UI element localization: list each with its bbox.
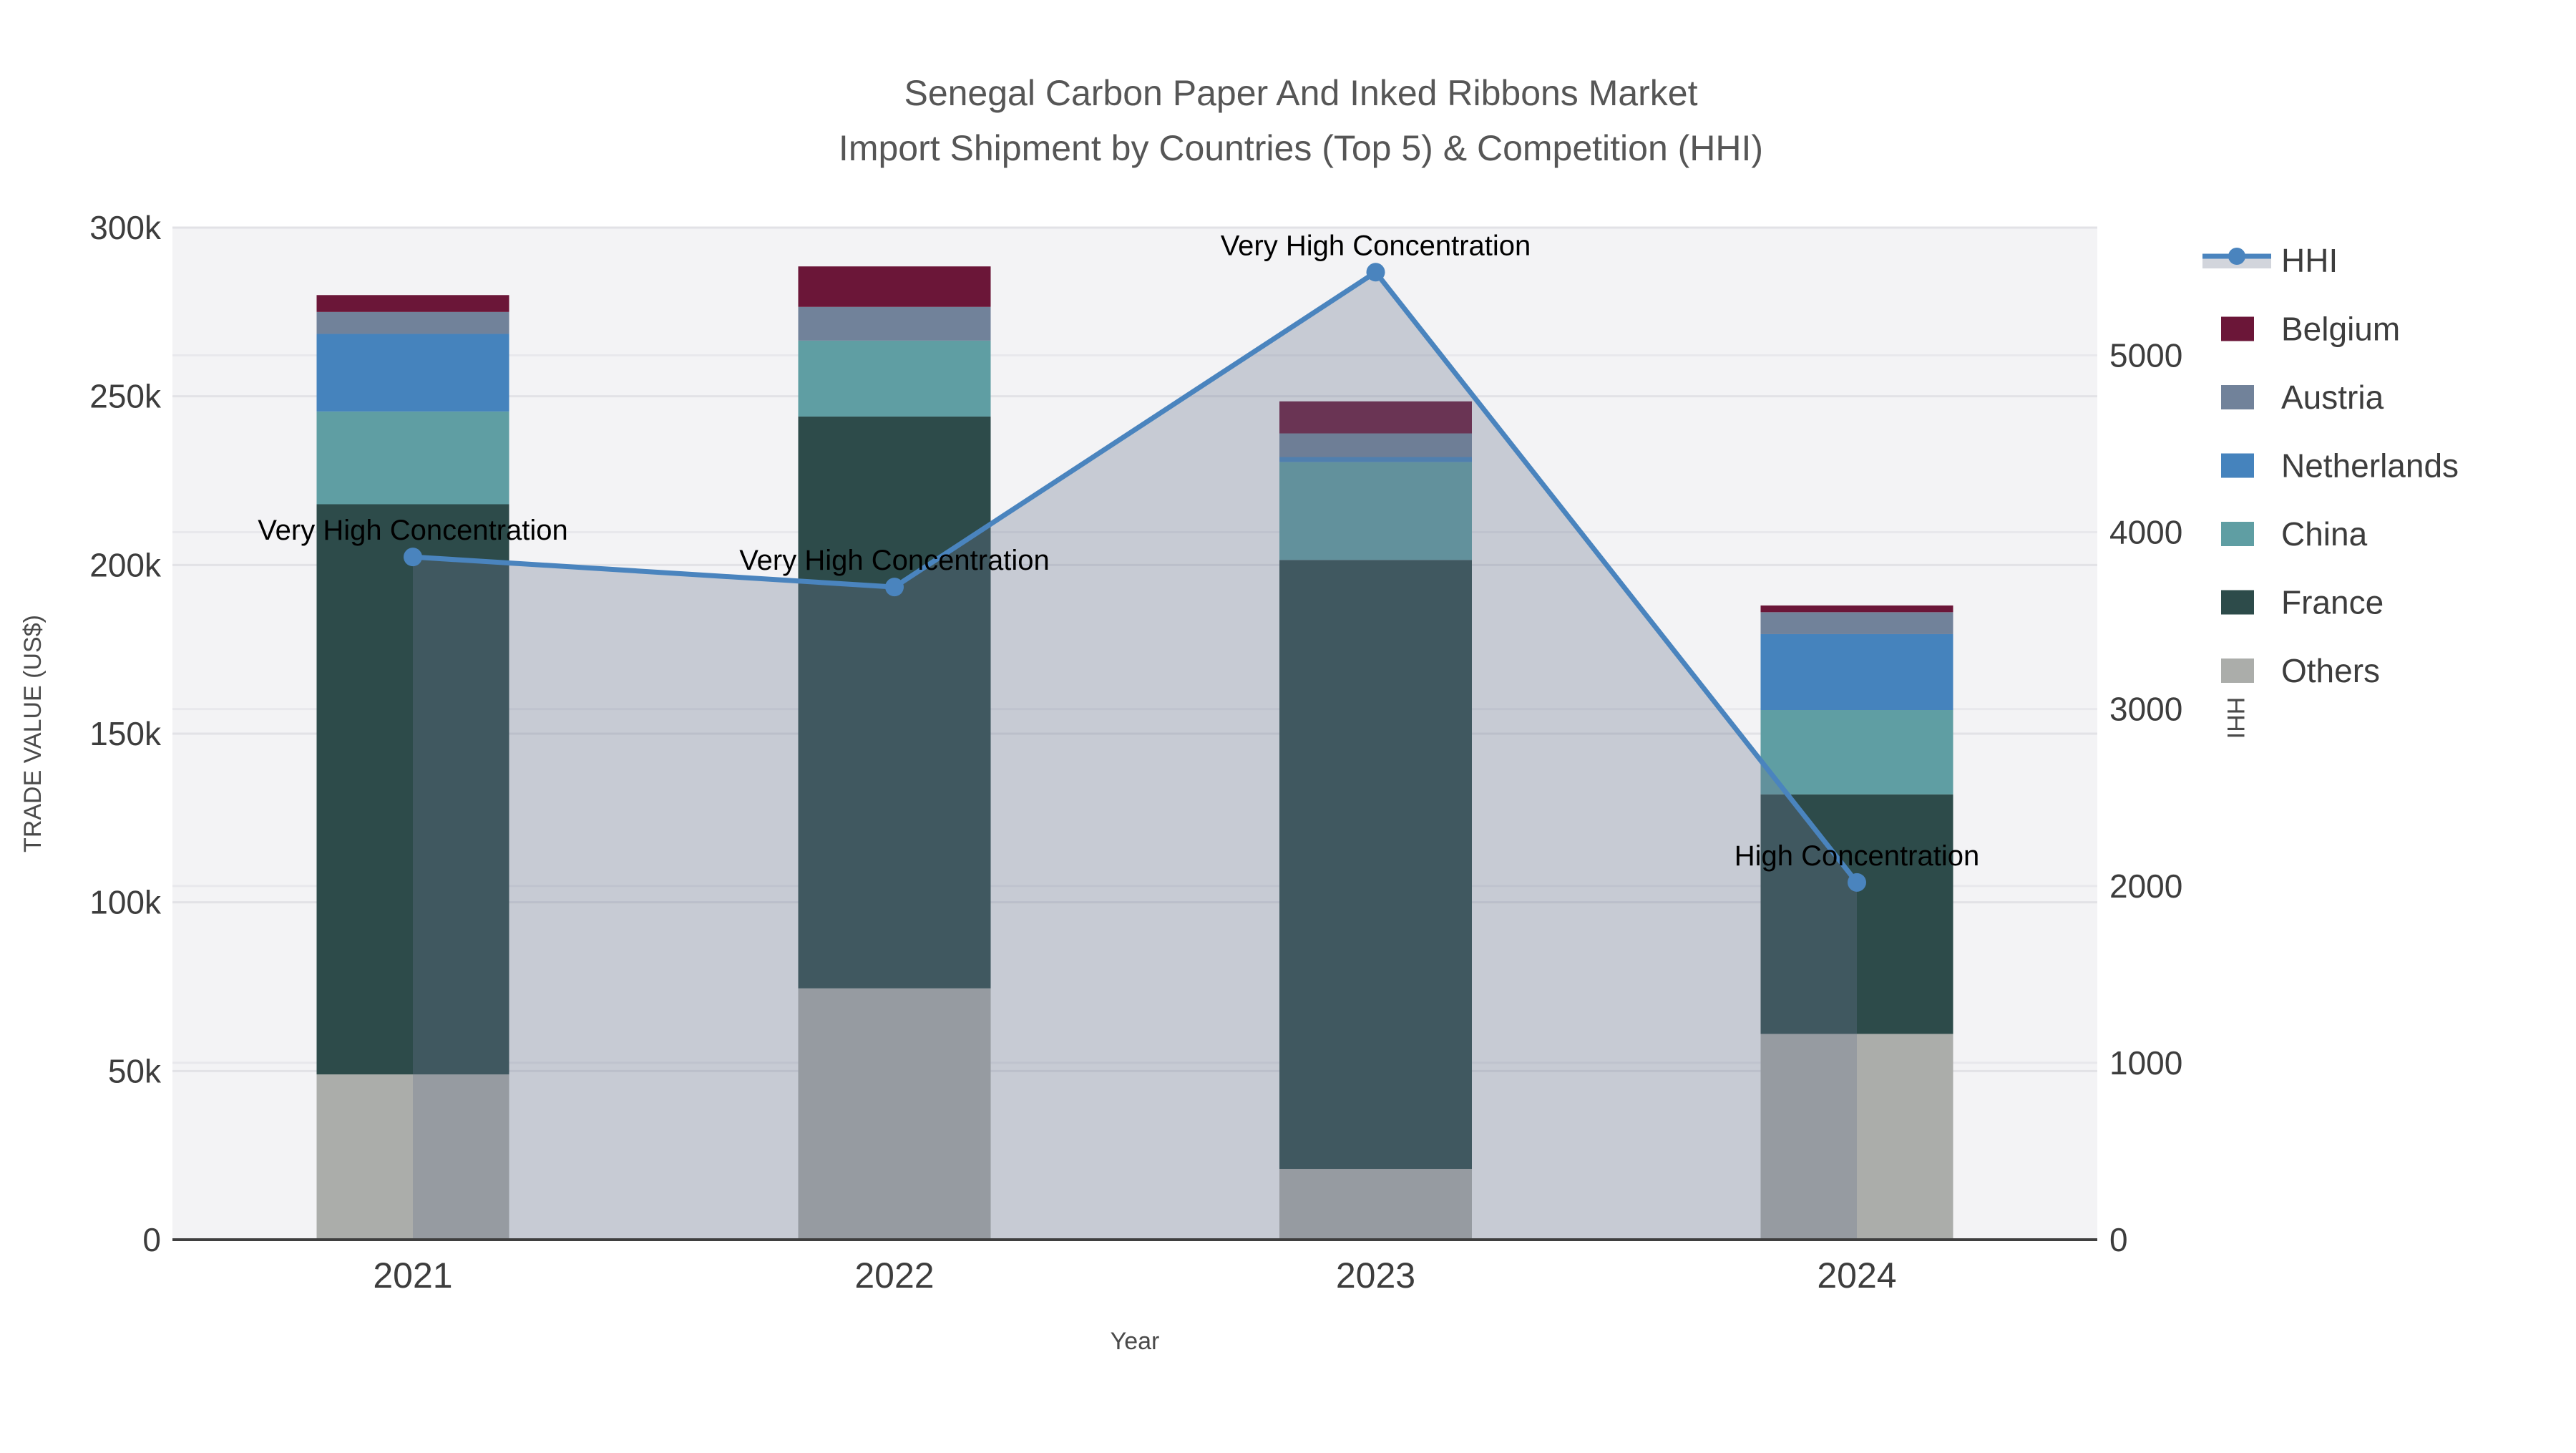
legend-swatch-austria [2221, 385, 2254, 409]
bar-segment-france-2024[interactable] [1760, 794, 1953, 1034]
legend-item-belgium[interactable]: Belgium [2221, 311, 2400, 348]
hhi-area-fill [413, 272, 1857, 1240]
bar-segment-france-2021[interactable] [316, 504, 509, 1075]
annotation-2021: Very High Concentration [258, 515, 568, 546]
y-left-tick-100k: 100k [89, 884, 162, 921]
hhi-marker-2023[interactable] [1366, 263, 1385, 282]
x-tick-2023: 2023 [1336, 1255, 1415, 1296]
bar-segment-austria-2021[interactable] [316, 311, 509, 334]
bar-segment-netherlands-2023[interactable] [1279, 457, 1472, 462]
y-left-tick-250k: 250k [89, 378, 162, 415]
legend-item-france[interactable]: France [2221, 584, 2384, 621]
legend-label-hhi: HHI [2281, 242, 2338, 279]
legend-label-france: France [2281, 584, 2384, 621]
legend-swatch-china [2221, 522, 2254, 546]
bar-segment-austria-2023[interactable] [1279, 433, 1472, 457]
legend-item-china[interactable]: China [2221, 515, 2368, 553]
hhi-marker-swatch [2228, 248, 2245, 265]
legend-item-netherlands[interactable]: Netherlands [2221, 447, 2459, 485]
y-right-tick-0: 0 [2109, 1221, 2128, 1258]
y-right-axis-title: HHI [2222, 697, 2249, 739]
annotation-2023: Very High Concentration [1221, 230, 1531, 261]
bar-segment-france-2023[interactable] [1279, 560, 1472, 1170]
bar-segment-belgium-2023[interactable] [1279, 401, 1472, 434]
bar-segment-belgium-2024[interactable] [1760, 605, 1953, 613]
bar-segment-others-2024[interactable] [1760, 1034, 1953, 1240]
hhi-line [412, 268, 1859, 884]
legend-label-belgium: Belgium [2281, 311, 2400, 348]
bar-segment-belgium-2021[interactable] [316, 295, 509, 312]
bar-segment-china-2021[interactable] [316, 411, 509, 505]
legend-swatch-others [2221, 659, 2254, 683]
x-tick-2022: 2022 [854, 1255, 934, 1296]
y-left-tick-0: 0 [142, 1221, 161, 1258]
annotation-2024: High Concentration [1735, 840, 1979, 872]
y-right-tick-1000: 1000 [2109, 1044, 2182, 1082]
hhi-marker-2021[interactable] [404, 548, 422, 567]
y-right-tick-4000: 4000 [2109, 514, 2182, 551]
legend-swatch-belgium [2221, 316, 2254, 341]
legend-item-austria[interactable]: Austria [2221, 379, 2384, 416]
x-tick-2024: 2024 [1817, 1255, 1896, 1296]
hhi-marker-2022[interactable] [885, 578, 904, 597]
y-right-tick-3000: 3000 [2109, 691, 2182, 728]
x-axis-title: Year [1111, 1328, 1160, 1355]
y-left-tick-50k: 50k [108, 1052, 162, 1089]
y-right-tick-5000: 5000 [2109, 336, 2182, 374]
bar-segment-france-2022[interactable] [798, 416, 991, 988]
bar-segment-china-2024[interactable] [1760, 710, 1953, 794]
legend-swatch-netherlands [2221, 453, 2254, 478]
y-left-tick-300k: 300k [89, 209, 162, 246]
chart-title-line2: Import Shipment by Countries (Top 5) & C… [839, 128, 1763, 168]
bar-segment-china-2023[interactable] [1279, 462, 1472, 560]
legend-item-hhi[interactable]: HHI [2202, 242, 2338, 279]
bar-segment-china-2022[interactable] [798, 340, 991, 417]
bar-segment-netherlands-2024[interactable] [1760, 633, 1953, 711]
bar-segment-belgium-2022[interactable] [798, 266, 991, 307]
legend-swatch-france [2221, 590, 2254, 615]
y-left-axis-title: TRADE VALUE (US$) [19, 615, 47, 852]
legend-label-others: Others [2281, 652, 2380, 689]
hhi-marker-2024[interactable] [1848, 873, 1866, 892]
x-tick-2021: 2021 [373, 1255, 452, 1296]
legend-label-china: China [2281, 515, 2368, 553]
y-left-tick-200k: 200k [89, 546, 162, 583]
legend-label-austria: Austria [2281, 379, 2384, 416]
bar-segment-austria-2024[interactable] [1760, 612, 1953, 634]
legend-item-others[interactable]: Others [2221, 652, 2380, 689]
bar-segment-others-2023[interactable] [1279, 1169, 1472, 1240]
bar-segment-netherlands-2021[interactable] [316, 334, 509, 412]
legend-label-netherlands: Netherlands [2281, 447, 2459, 485]
y-right-tick-2000: 2000 [2109, 868, 2182, 905]
bar-segment-others-2021[interactable] [316, 1074, 509, 1240]
y-left-tick-150k: 150k [89, 715, 162, 752]
annotation-2022: Very High Concentration [739, 545, 1050, 576]
bar-segment-others-2022[interactable] [798, 988, 991, 1240]
bar-segment-austria-2022[interactable] [798, 306, 991, 341]
chart-title-line1: Senegal Carbon Paper And Inked Ribbons M… [904, 73, 1697, 113]
